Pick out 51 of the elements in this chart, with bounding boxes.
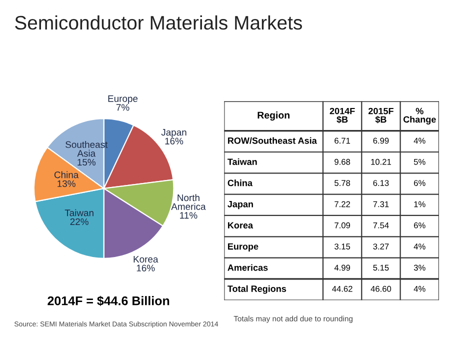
category-label: Taiwan (228, 158, 257, 166)
category-label: Region (258, 111, 290, 121)
data-label: 7% (116, 104, 130, 111)
text: 3% (414, 264, 426, 271)
slice-label: Japan (161, 129, 186, 138)
slice-label: Europe (108, 95, 138, 104)
text: 1% (414, 201, 426, 208)
text: 5.78 (334, 180, 350, 186)
category-label: Americas (228, 264, 268, 271)
data-label: 16% (136, 264, 155, 272)
chart-title: Semiconductor Materials Markets (15, 15, 302, 30)
category-label: Europe (228, 243, 258, 252)
category-label: 2014F $B (330, 108, 355, 124)
text: 46.60 (370, 286, 392, 292)
slice-label: Taiwan (64, 209, 94, 216)
text: 4% (414, 244, 426, 250)
text: 6% (414, 180, 426, 186)
text: 5% (414, 158, 426, 165)
category-label: % Change (403, 108, 436, 124)
text: 6.71 (334, 138, 350, 144)
text: 2014F = $44.6 Billion (48, 296, 170, 306)
category-label: Korea (228, 222, 254, 228)
text: 7.22 (334, 201, 350, 208)
text: 44.62 (332, 286, 352, 292)
category-label: China (228, 180, 253, 186)
text: 6.13 (373, 180, 389, 186)
text: 4.99 (334, 264, 350, 271)
text: 4% (414, 138, 426, 144)
slice-label: Korea (134, 256, 158, 263)
data-label: 13% (58, 180, 76, 188)
data-label: 15% (78, 158, 96, 166)
data-label: 22% (70, 218, 88, 225)
text: 6.99 (373, 138, 389, 144)
text: 6% (414, 222, 426, 228)
text: 7.54 (373, 222, 389, 228)
data-label: 11% (180, 212, 198, 219)
text: 9.68 (334, 158, 350, 165)
category-label: ROW/Southeast Asia (228, 137, 317, 144)
category-label: 2015F $B (368, 108, 394, 124)
text: 7.31 (373, 201, 389, 208)
slice-label: North America (171, 194, 206, 210)
text: 3.27 (373, 244, 389, 250)
text: 7.09 (334, 222, 350, 228)
slice-label: China (54, 171, 79, 178)
text: 10.21 (371, 158, 391, 165)
data-label: 16% (165, 138, 184, 144)
text: 4% (414, 286, 426, 292)
text: 5.15 (373, 264, 389, 271)
category-label: Japan (228, 201, 253, 210)
category-label: Total Regions (228, 285, 286, 294)
text: 3.15 (334, 244, 350, 250)
